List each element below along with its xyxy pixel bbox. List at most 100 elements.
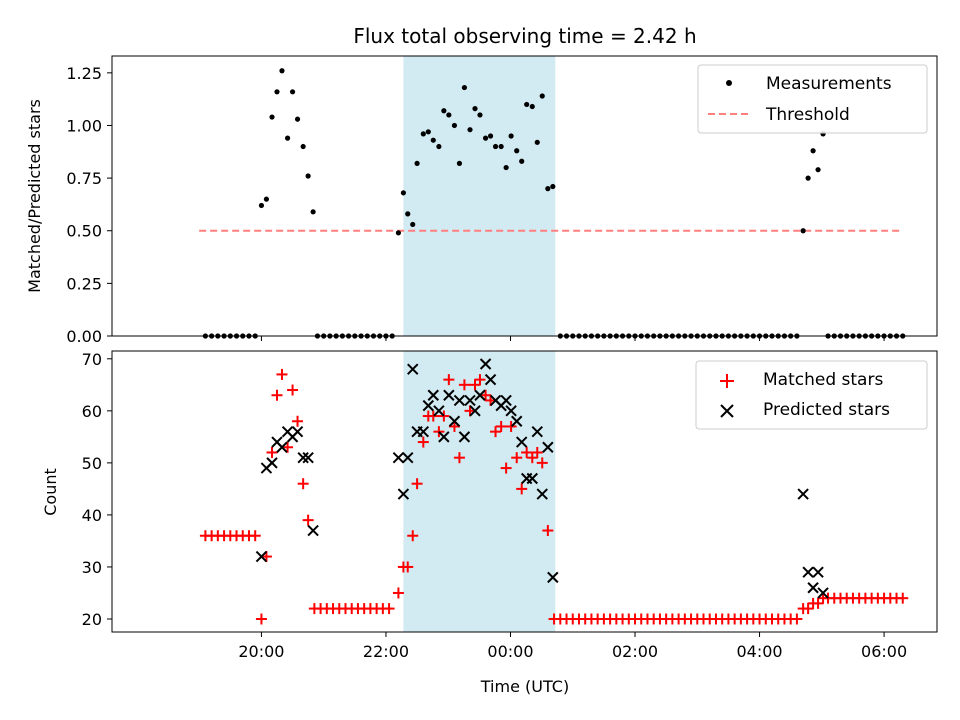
measurement-point [284,135,291,141]
matched-star-point [417,436,429,448]
legend-predicted-marker [720,404,734,418]
bottom-y-tick-label: 50 [82,454,102,473]
predicted-star-point [542,441,554,453]
legend-measurements-marker [726,80,732,86]
measurement-point [487,133,494,139]
matched-star-point [302,514,314,526]
top-y-tick-label: 0.50 [66,222,102,241]
matched-star-point [427,410,439,422]
matched-star-point [542,525,554,537]
top-axes-frame [111,55,938,337]
matched-star-point [402,561,414,573]
predicted-x-b [505,405,517,417]
matched-star-point [521,446,533,458]
measurement-point [310,209,316,215]
measurement-point [451,122,458,129]
top-legend: Measurements Threshold [697,64,928,134]
x-tick-label: 22:00 [363,642,409,661]
chart-title: Flux total observing time = 2.42 h [353,24,696,48]
predicted-x-b [443,389,455,401]
measurement-point [456,160,463,166]
top-highlight-span [403,56,556,336]
legend-matched-marker [720,374,734,388]
top-y-tick-label: 0.75 [66,169,102,188]
x-tick-label: 00:00 [487,642,533,661]
predicted-star-point [397,488,410,500]
predicted-star-point [276,441,288,453]
matched-star-point [802,603,814,615]
predicted-x-b [489,394,502,407]
measurement-point [550,183,556,190]
bottom-y-tick-label: 70 [82,350,102,369]
matched-star-point [458,379,470,391]
measurement-point [539,93,545,99]
matched-star-point [266,446,278,458]
predicted-x-b [542,441,554,453]
legend-predicted-label: Predicted stars [763,400,890,420]
predicted-x-b [474,389,486,401]
predicted-star-point [458,431,471,443]
bottom-y-tick-label: 30 [82,558,102,577]
predicted-star-point [392,451,405,464]
legend-threshold-label: Threshold [765,105,850,125]
bottom-axes-frame [111,350,938,633]
predicted-star-point [479,358,492,370]
predicted-star-point [812,566,824,578]
predicted-star-point [438,431,450,443]
bottom-legend: Matched stars Predicted stars [695,360,928,430]
predicted-star-point [448,415,461,427]
matched-star-point [448,420,460,432]
predicted-x-b [297,451,309,464]
measurement-point [815,167,821,173]
predicted-star-point [291,425,304,438]
top-y-axis-label: Matched/Predicted stars [25,99,44,293]
predicted-star-point [531,425,543,438]
measurement-point [467,127,473,133]
matched-star-point [443,374,455,386]
measurement-point [514,148,520,154]
measurement-point [524,101,530,108]
legend-measurements-label: Measurements [766,74,892,94]
predicted-x-b [281,425,294,438]
predicted-star-point [443,389,455,401]
measurement-point [414,160,420,166]
bottom-y-tick-label: 20 [82,610,102,629]
predicted-star-point [255,550,268,563]
measurement-point [300,143,306,150]
x-axis-label: Time (UTC) [480,677,569,696]
predicted-star-point [511,415,523,427]
predicted-star-point [547,571,559,584]
matched-star-points [199,368,909,625]
predicted-x-b [427,389,439,401]
matched-star-point [249,530,261,542]
matched-star-point [383,603,395,615]
matched-star-point [297,478,309,490]
predicted-x-b [276,441,288,453]
measurement-point [805,175,811,181]
x-tick-label: 02:00 [612,642,658,661]
matched-star-point [505,420,517,432]
bottom-highlight-span [403,351,556,632]
predicted-x-b [802,566,814,578]
measurement-point [529,103,535,110]
predicted-x-b [438,431,450,443]
measurement-point [263,196,270,202]
predicted-x-b [484,373,497,386]
matched-star-point [526,452,538,464]
x-tick-label: 20:00 [238,642,284,661]
measurement-point [274,89,280,95]
predicted-x-b [511,415,523,427]
matched-star-point [453,452,465,464]
predicted-x-b [531,425,543,438]
measurement-point [425,129,431,135]
predicted-x-b [417,425,430,438]
matched-star-point [812,597,824,609]
bottom-y-tick-label: 60 [82,402,102,421]
predicted-x-b [807,582,819,594]
measurement-point [294,116,301,122]
predicted-star-point [402,451,414,464]
predicted-star-point [484,373,497,386]
measurement-point [461,84,468,91]
top-y-tick-label: 1.25 [66,64,102,83]
